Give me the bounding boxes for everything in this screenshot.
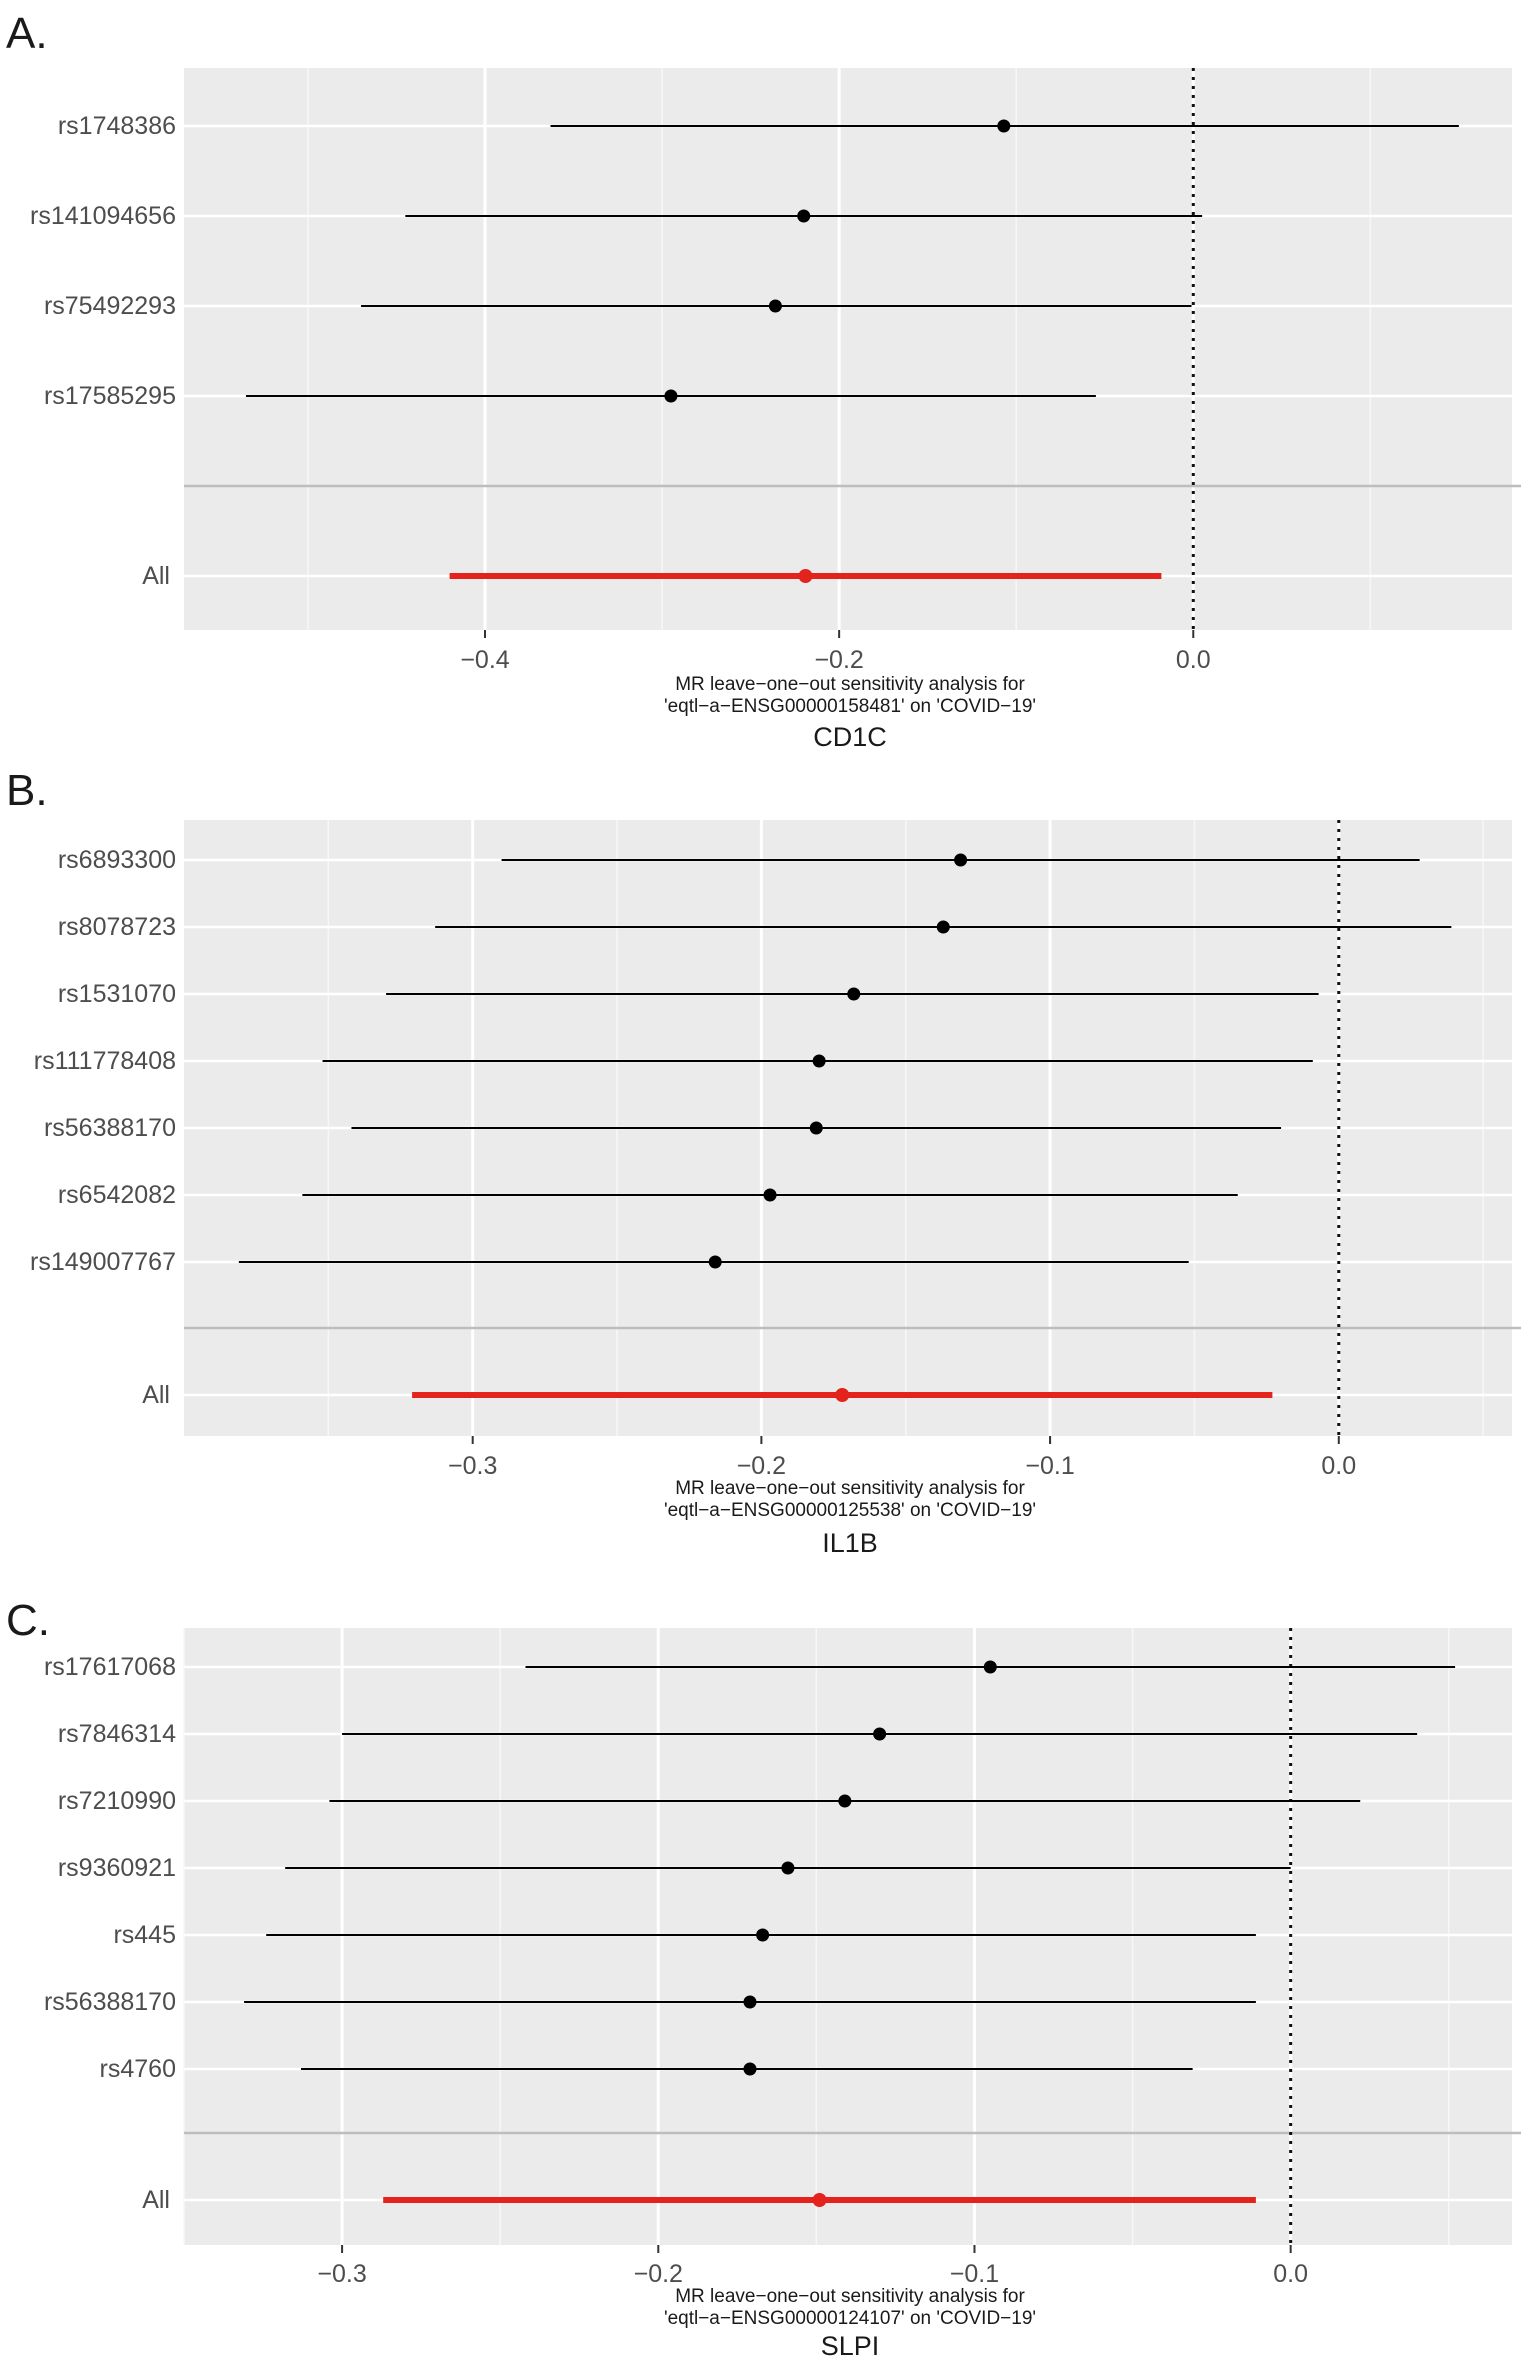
x-tick-label: −0.2 [737, 1452, 786, 1480]
x-tick-label: −0.1 [950, 2260, 999, 2288]
plot-background [184, 68, 1512, 630]
estimate-point [997, 119, 1011, 133]
estimate-point [763, 1188, 777, 1202]
row-label: rs8078723 [58, 913, 176, 941]
row-label: rs17585295 [44, 382, 176, 410]
forest-panel-1: A. rs1748386 rs141094656 rs75492293 rs175852… [6, 9, 1521, 752]
overall-estimate-point [812, 2193, 827, 2207]
panel-caption: CD1C [813, 722, 887, 752]
x-tick-label: −0.2 [634, 2260, 683, 2288]
row-label: rs17617068 [44, 1653, 176, 1681]
overall-estimate-point [835, 1388, 850, 1402]
panel-caption: SLPI [821, 2331, 880, 2361]
overall-label: All [142, 562, 170, 590]
panel-label: B. [6, 766, 48, 815]
row-label: rs1531070 [58, 980, 176, 1008]
x-tick-label: −0.1 [1025, 1452, 1074, 1480]
estimate-point [812, 1054, 826, 1068]
row-label: rs7846314 [58, 1720, 176, 1748]
x-axis-label: MR leave−one−out sensitivity analysis fo… [675, 674, 1025, 695]
estimate-point [838, 1794, 852, 1808]
overall-label: All [142, 2186, 170, 2214]
estimate-point [664, 389, 678, 403]
x-tick-label: −0.3 [448, 1452, 497, 1480]
row-label: rs7210990 [58, 1787, 176, 1815]
estimate-point [809, 1121, 823, 1135]
x-axis-label: 'eqtl−a−ENSG00000125538' on 'COVID−19' [664, 1500, 1036, 1521]
x-axis-label: MR leave−one−out sensitivity analysis fo… [675, 1478, 1025, 1499]
estimate-point [954, 853, 968, 867]
row-label: rs75492293 [44, 292, 176, 320]
row-label: rs4760 [100, 2055, 176, 2083]
row-label: rs149007767 [30, 1248, 176, 1276]
row-label: rs56388170 [44, 1114, 176, 1142]
plot-background [184, 1628, 1512, 2245]
estimate-point [936, 920, 950, 934]
panel-label: A. [6, 9, 48, 58]
row-label: rs111778408 [34, 1047, 176, 1075]
row-label: rs56388170 [44, 1988, 176, 2016]
x-axis-label: 'eqtl−a−ENSG00000158481' on 'COVID−19' [664, 696, 1036, 717]
estimate-point [873, 1727, 887, 1741]
row-label: rs6893300 [58, 846, 176, 874]
x-tick-label: −0.4 [460, 646, 509, 674]
row-label: rs141094656 [30, 202, 176, 230]
overall-estimate-point [798, 569, 813, 583]
estimate-point [797, 209, 811, 223]
estimate-point [708, 1255, 722, 1269]
x-axis-label: 'eqtl−a−ENSG00000124107' on 'COVID−19' [664, 2308, 1036, 2329]
x-tick-label: 0.0 [1176, 646, 1211, 674]
estimate-point [743, 2062, 757, 2076]
estimate-point [756, 1928, 770, 1942]
overall-label: All [142, 1381, 170, 1409]
row-label: rs9360921 [58, 1854, 176, 1882]
x-tick-label: 0.0 [1321, 1452, 1356, 1480]
estimate-point [743, 1995, 757, 2009]
x-axis-label: MR leave−one−out sensitivity analysis fo… [675, 2286, 1025, 2307]
row-label: rs1748386 [58, 112, 176, 140]
forest-panel-2: B. rs6893300 rs8078723 rs1531070 rs111778408… [6, 766, 1521, 1558]
estimate-point [847, 987, 861, 1001]
row-label: rs445 [113, 1921, 176, 1949]
estimate-point [781, 1861, 795, 1875]
x-tick-label: −0.2 [814, 646, 863, 674]
x-tick-label: 0.0 [1273, 2260, 1308, 2288]
estimate-point [983, 1660, 997, 1674]
row-label: rs6542082 [58, 1181, 176, 1209]
panel-label: C. [6, 1596, 50, 1645]
estimate-point [768, 299, 782, 313]
panel-caption: IL1B [822, 1528, 878, 1558]
forest-panel-3: C. rs17617068 rs7846314 rs7210990 rs9360921 r… [6, 1596, 1521, 2361]
x-tick-label: −0.3 [317, 2260, 366, 2288]
